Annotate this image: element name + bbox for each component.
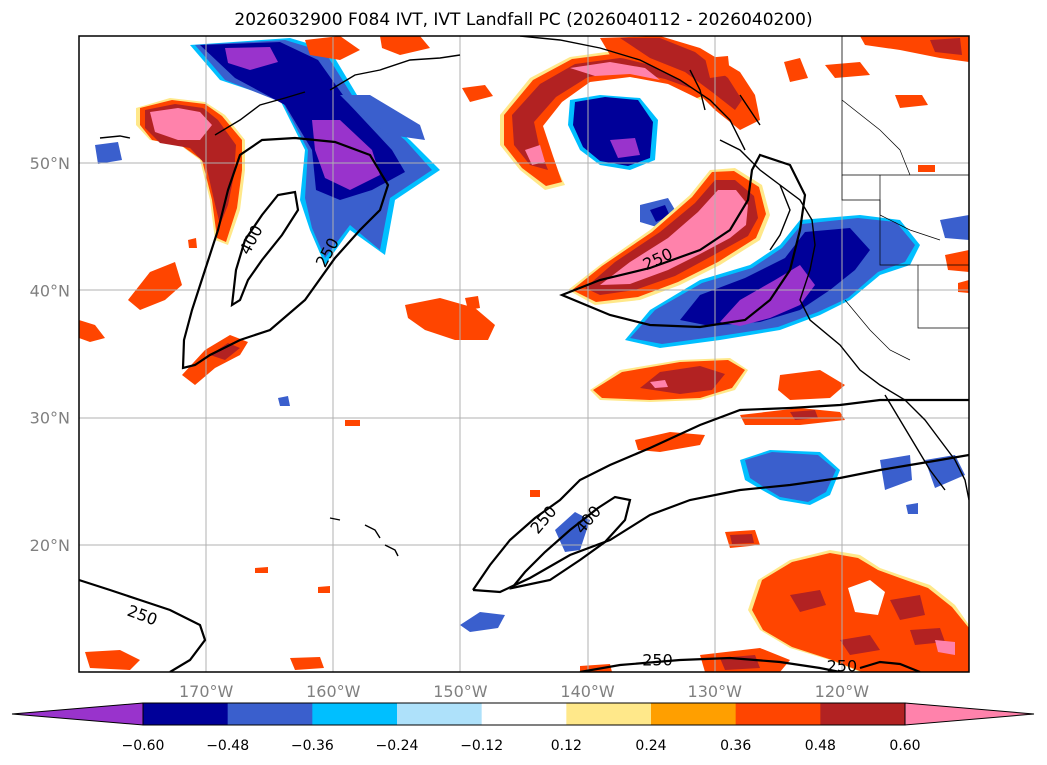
- colorbar-swatch: [735, 703, 821, 725]
- chart-title: 2026032900 F084 IVT, IVT Landfall PC (20…: [234, 10, 813, 30]
- colorbar-tick-label: 0.60: [889, 738, 920, 754]
- colorbar-tick-label: −0.24: [376, 738, 419, 754]
- y-tick-label: 20°N: [30, 536, 70, 555]
- colorbar-tick-label: −0.48: [206, 738, 249, 754]
- positive-region: [840, 635, 880, 655]
- x-tick-label: 120°W: [815, 682, 870, 701]
- positive-region: [740, 408, 845, 425]
- positive-region: [290, 657, 324, 670]
- colorbar-tick-label: 0.48: [805, 738, 836, 754]
- colorbar-tick-label: 0.12: [551, 738, 582, 754]
- colorbar-swatch: [227, 703, 313, 725]
- colorbar-swatch: [397, 703, 483, 725]
- positive-region: [890, 595, 925, 620]
- positive-region: [465, 296, 480, 310]
- negative-region: [680, 228, 870, 326]
- colorbar: [11, 702, 1035, 726]
- negative-region: [720, 265, 815, 326]
- positive-region: [462, 85, 493, 102]
- positive-region: [512, 58, 690, 170]
- negative-region: [278, 396, 290, 406]
- negative-region: [610, 138, 640, 158]
- colorbar-extend-low: [11, 702, 144, 726]
- positive-region: [825, 62, 870, 78]
- ivt-contours: [79, 136, 969, 672]
- negative-region: [460, 612, 505, 632]
- y-axis-ticks: 20°N 30°N 40°N 50°N: [30, 154, 70, 555]
- positive-region: [79, 320, 105, 342]
- colorbar-swatch: [481, 703, 567, 725]
- positive-region: [650, 380, 668, 388]
- positive-region: [620, 38, 742, 110]
- colorbar-tick-label: 0.24: [635, 738, 666, 754]
- y-tick-label: 30°N: [30, 409, 70, 428]
- x-axis-ticks: 170°W 160°W 150°W 140°W 130°W 120°W: [179, 682, 869, 701]
- x-tick-label: 160°W: [306, 682, 361, 701]
- positive-region: [570, 62, 660, 80]
- positive-region: [600, 190, 748, 285]
- x-tick-label: 140°W: [560, 682, 615, 701]
- negative-region: [340, 95, 425, 140]
- positive-region: [730, 534, 754, 544]
- colorbar-tick-label: −0.60: [122, 738, 165, 754]
- colorbar-tick-label: −0.12: [460, 738, 503, 754]
- y-tick-label: 50°N: [30, 154, 70, 173]
- negative-region: [745, 452, 836, 502]
- positive-region: [530, 490, 540, 497]
- contour-label: 250: [827, 657, 858, 676]
- positive-region: [380, 36, 430, 55]
- x-tick-label: 150°W: [433, 682, 488, 701]
- colorbar-ticks: −0.60 −0.48 −0.36 −0.24 −0.12 0.12 0.24 0.36 0.4…: [122, 738, 921, 754]
- colorbar-swatch: [651, 703, 737, 725]
- coastlines: [99, 36, 969, 557]
- positive-region: [918, 165, 935, 172]
- positive-region: [525, 145, 545, 165]
- y-tick-label: 40°N: [30, 281, 70, 300]
- colorbar-swatch: [566, 703, 652, 725]
- negative-region: [225, 47, 278, 70]
- positive-region: [778, 370, 845, 400]
- shaded-field: [79, 36, 969, 672]
- positive-region: [930, 38, 962, 55]
- negative-region: [925, 455, 965, 488]
- positive-region: [85, 650, 140, 670]
- positive-region: [945, 250, 969, 272]
- colorbar-tick-label: −0.36: [291, 738, 334, 754]
- positive-region: [128, 262, 182, 310]
- x-tick-label: 170°W: [179, 682, 234, 701]
- plot-frame: [78, 35, 970, 673]
- negative-region: [880, 455, 912, 490]
- positive-region: [784, 58, 808, 82]
- positive-region: [705, 56, 730, 78]
- positive-region: [255, 567, 268, 573]
- negative-region: [940, 215, 969, 240]
- positive-region: [848, 580, 885, 615]
- negative-region: [95, 142, 122, 164]
- colorbar-swatch: [312, 703, 398, 725]
- colorbar-tick-label: 0.36: [720, 738, 751, 754]
- colorbar-swatch: [143, 703, 229, 725]
- contour-label: 250: [642, 650, 673, 669]
- x-tick-label: 130°W: [688, 682, 743, 701]
- negative-region: [312, 120, 380, 190]
- colorbar-swatch: [820, 703, 906, 725]
- positive-region: [790, 590, 826, 612]
- positive-region: [210, 343, 240, 360]
- positive-region: [935, 640, 955, 655]
- positive-region: [188, 238, 197, 248]
- colorbar-extend-high: [904, 702, 1035, 726]
- positive-region: [318, 586, 330, 593]
- borders: [841, 36, 969, 361]
- positive-region: [345, 420, 360, 426]
- positive-region: [150, 108, 212, 140]
- negative-region: [906, 503, 918, 514]
- positive-region: [895, 95, 928, 108]
